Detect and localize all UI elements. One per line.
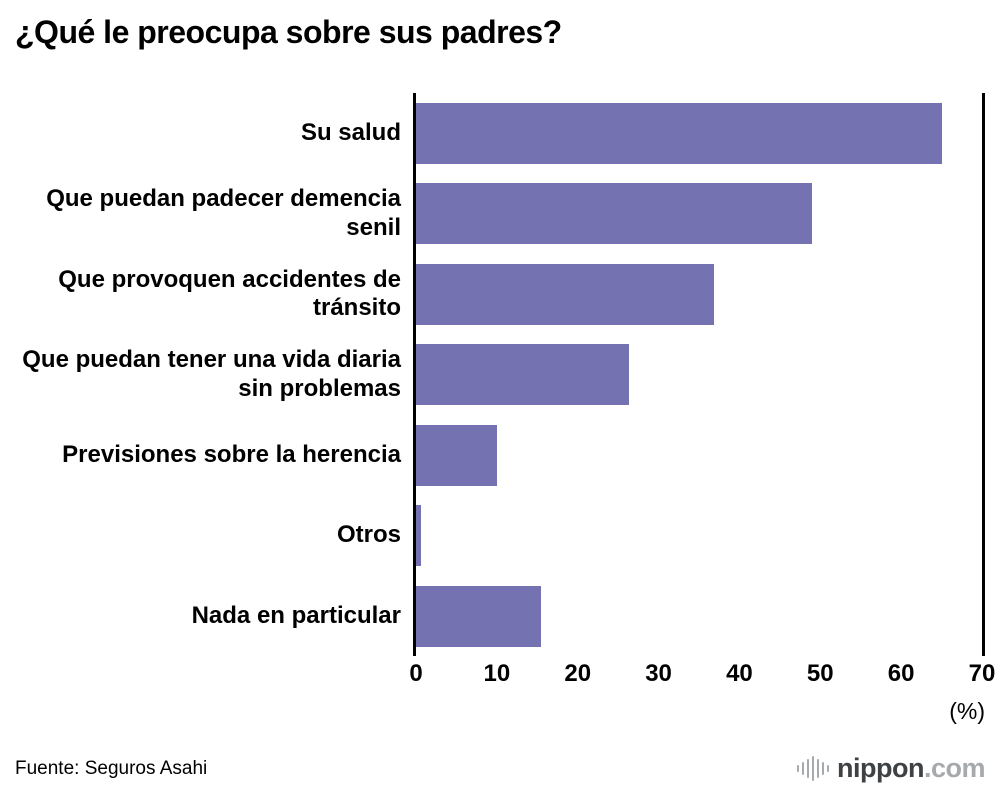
x-axis: 0 10 20 30 40 50 60 70 [409, 660, 995, 690]
bar-chart: Su salud Que puedan padecer demencia seni… [15, 92, 995, 726]
bar-zone [413, 92, 985, 174]
x-axis-spacer [15, 660, 413, 690]
bar [416, 102, 942, 164]
chart-row: Que puedan tener una vida diaria sin pro… [15, 334, 985, 415]
bar-zone [413, 253, 985, 335]
bar-zone [413, 414, 985, 496]
source-text: Fuente: Seguros Asahi [15, 757, 208, 779]
x-tick-label: 10 [483, 660, 511, 688]
bar-zone [413, 173, 985, 254]
chart-row: Otros [15, 495, 985, 576]
x-tick-label: 70 [968, 660, 996, 688]
bar [416, 263, 714, 325]
category-label: Previsiones sobre la herencia [62, 440, 401, 468]
nippon-logo: nippon.com [796, 753, 986, 784]
chart-row: Que puedan padecer demencia senil [15, 173, 985, 254]
bar [416, 585, 542, 647]
chart-row: Su salud [15, 92, 985, 174]
bar [416, 505, 421, 567]
category-label: Que puedan tener una vida diaria sin pro… [22, 346, 401, 402]
x-tick-label: 0 [409, 660, 423, 688]
bar [416, 183, 813, 245]
logo-text: nippon.com [837, 753, 986, 784]
category-label: Su salud [300, 118, 401, 146]
bar-zone [413, 575, 985, 657]
signal-wave-icon [796, 755, 829, 783]
logo-text-nippon: nippon [837, 753, 924, 783]
x-tick-label: 40 [726, 660, 753, 688]
category-label: Que puedan padecer demencia senil [46, 185, 401, 241]
x-tick-label: 20 [564, 660, 592, 688]
bar-zone [413, 334, 985, 415]
bar [416, 424, 497, 486]
category-label: Nada en particular [191, 601, 401, 629]
x-tick-label: 30 [645, 660, 672, 688]
bar-zone [413, 495, 985, 576]
chart-rows: Su salud Que puedan padecer demencia seni… [15, 92, 985, 657]
chart-row: Nada en particular [15, 575, 985, 657]
chart-row: Previsiones sobre la herencia [15, 414, 985, 496]
unit-label: (%) [949, 698, 985, 725]
category-label: Que provoquen accidentes de tránsito [58, 265, 401, 322]
x-axis-row: 0 10 20 30 40 50 60 70 [15, 660, 995, 690]
chart-title: ¿Qué le preocupa sobre sus padres? [15, 14, 562, 50]
x-tick-label: 60 [887, 660, 915, 688]
footer: Fuente: Seguros Asahi nippon.com [15, 753, 986, 784]
x-tick-label: 50 [806, 660, 834, 688]
logo-text-com: .com [923, 753, 986, 783]
chart-row: Que provoquen accidentes de tránsito [15, 253, 985, 335]
category-label: Otros [336, 521, 401, 549]
bar [416, 344, 629, 406]
